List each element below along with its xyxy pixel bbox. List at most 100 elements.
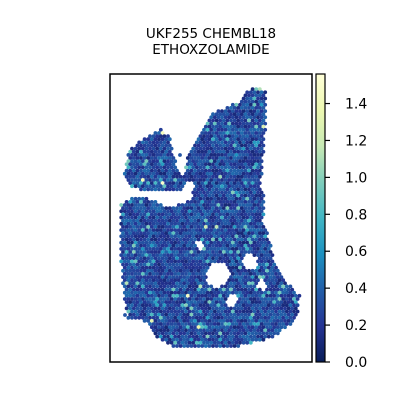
data-point [164, 256, 169, 261]
data-point [135, 287, 140, 292]
data-point [211, 344, 215, 348]
data-point [139, 174, 143, 179]
data-point [119, 228, 124, 233]
data-point [200, 262, 205, 267]
data-point [216, 290, 221, 295]
data-point [238, 203, 242, 207]
data-point [126, 247, 131, 251]
data-point [245, 121, 250, 126]
data-point [245, 290, 250, 295]
data-point [263, 322, 268, 326]
data-point [220, 221, 224, 226]
data-point [142, 300, 147, 304]
data-point [173, 215, 178, 220]
data-point [229, 287, 233, 292]
data-point [216, 196, 221, 201]
data-point [142, 200, 147, 204]
data-point [236, 156, 241, 160]
data-point [205, 334, 210, 339]
data-point [261, 312, 266, 317]
data-point [193, 181, 197, 186]
data-point [245, 209, 250, 214]
data-point [218, 143, 223, 148]
data-point [259, 140, 264, 145]
data-point [151, 184, 156, 189]
data-point [212, 290, 217, 295]
data-point [176, 215, 181, 220]
data-point [185, 162, 190, 167]
data-point [133, 309, 138, 314]
data-point [166, 234, 170, 239]
data-point [128, 250, 133, 254]
data-point [239, 187, 244, 192]
data-point [259, 272, 264, 276]
data-point [211, 206, 215, 211]
data-point [270, 328, 275, 333]
data-point [126, 297, 131, 301]
data-point [274, 290, 278, 295]
data-point [198, 334, 203, 339]
data-point [259, 259, 264, 264]
data-point [124, 281, 129, 286]
data-point [155, 171, 160, 176]
data-point [202, 328, 206, 333]
data-point [254, 212, 259, 217]
data-point [247, 149, 251, 154]
data-point [171, 187, 176, 192]
data-point [189, 293, 194, 298]
data-point [263, 259, 268, 264]
data-point [189, 243, 194, 248]
data-point [139, 187, 143, 192]
data-point [243, 337, 248, 342]
data-point [218, 187, 223, 192]
data-point [148, 259, 152, 264]
data-point [238, 127, 242, 132]
data-point [241, 290, 246, 295]
data-point [157, 174, 161, 179]
data-point [155, 134, 160, 139]
data-point [248, 309, 253, 314]
data-point [216, 215, 221, 220]
data-point [277, 309, 282, 314]
data-point [142, 225, 147, 229]
data-point [162, 209, 167, 214]
data-point [175, 344, 179, 348]
data-point [160, 187, 165, 192]
data-point [261, 193, 266, 198]
data-point [220, 215, 224, 220]
data-point [175, 319, 179, 323]
data-point [167, 337, 172, 342]
data-point [198, 303, 203, 308]
data-point [131, 174, 136, 179]
data-point [173, 234, 178, 239]
data-point [185, 275, 190, 279]
data-point [218, 218, 223, 223]
data-point [248, 303, 253, 308]
data-point [122, 221, 127, 226]
data-point [173, 184, 178, 189]
data-point [214, 174, 219, 179]
data-point [230, 102, 235, 107]
data-point [256, 215, 260, 220]
data-point [229, 262, 233, 267]
data-point [256, 159, 260, 164]
data-point [173, 284, 178, 289]
data-point [200, 218, 205, 223]
data-point [167, 218, 172, 223]
data-point [252, 272, 257, 276]
data-point [277, 322, 282, 326]
data-point [202, 315, 206, 320]
data-point [173, 328, 178, 333]
data-point [146, 174, 151, 179]
data-point [247, 250, 251, 254]
data-point [189, 262, 194, 267]
data-point [130, 278, 134, 283]
data-point [211, 325, 215, 330]
data-point [205, 209, 210, 214]
data-point [193, 212, 197, 217]
data-point [259, 165, 264, 170]
data-point [230, 115, 235, 120]
data-point [220, 184, 224, 189]
data-point [149, 181, 154, 186]
